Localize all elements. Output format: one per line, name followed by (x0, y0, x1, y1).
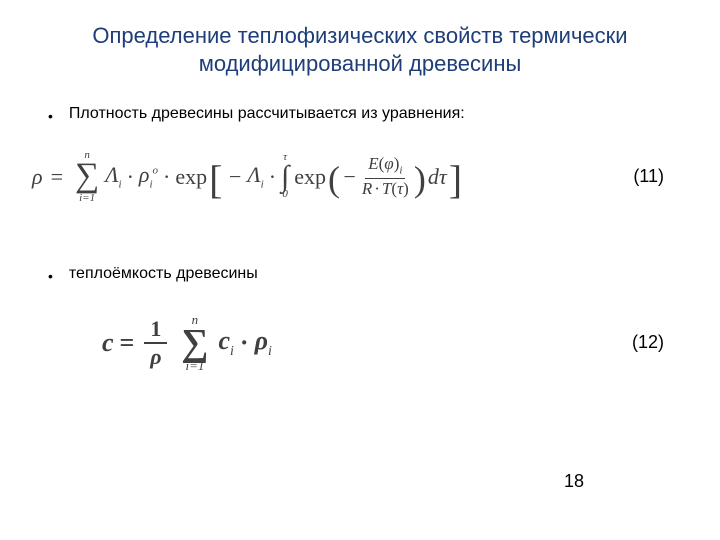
eq12-sum-bot: i=1 (185, 360, 204, 372)
eq12-sum: n ∑ i=1 (181, 314, 208, 372)
bullet-1: • Плотность древесины рассчитывается из … (0, 105, 720, 124)
eq11-dot-3: · (269, 164, 276, 190)
eq11-integral: τ ∫ 0 (281, 153, 289, 200)
eq12-rhoi: ρi (255, 326, 272, 360)
eq11-dtau: dτ (428, 164, 447, 190)
eq11-int-sym: ∫ (281, 163, 289, 190)
eq12-frac-den: ρ (150, 344, 161, 368)
bullet-text: Плотность древесины рассчитывается из ур… (69, 105, 465, 123)
slide-title: Определение теплофизических свойств терм… (0, 0, 720, 77)
eq11-sum: n ∑ i=1 (75, 150, 99, 203)
equation-11: ρ = n ∑ i=1 Λi · ρio · exp [ − Λi · τ ∫ … (32, 150, 462, 203)
equation-12-number: (12) (632, 332, 664, 353)
equation-11-number: (11) (633, 166, 664, 187)
equation-12: c = 1 ρ n ∑ i=1 ci · ρi (32, 314, 272, 372)
eq11-exp-1: exp (175, 164, 207, 190)
eq11-minus-1: − (227, 164, 242, 190)
eq12-sum-sym: ∑ (181, 326, 208, 360)
eq11-dot-1: · (127, 164, 134, 190)
eq11-A2: Λi (247, 162, 263, 190)
eq12-frac: 1 ρ (144, 318, 167, 368)
bullet-marker: • (48, 268, 53, 284)
equation-12-row: c = 1 ρ n ∑ i=1 ci · ρi (12) (0, 314, 720, 372)
bullet-2: • теплоёмкость древесины (0, 265, 720, 284)
eq11-sum-sym: ∑ (75, 160, 99, 192)
eq11-rhoi: ρio (139, 162, 158, 190)
eq11-exp-2: exp (294, 164, 326, 190)
equation-11-row: ρ = n ∑ i=1 Λi · ρio · exp [ − Λi · τ ∫ … (0, 150, 720, 203)
eq12-equals: = (120, 328, 135, 358)
eq12-dot: · (240, 328, 249, 358)
title-line-1: Определение теплофизических свойств терм… (0, 22, 720, 50)
eq11-A: Λi (105, 162, 121, 190)
eq11-sum-bot: i=1 (79, 193, 95, 203)
eq11-frac-den: R·T(τ) (362, 179, 409, 198)
eq11-frac-num: E(φ)i (365, 155, 405, 179)
eq12-ci: ci (218, 326, 233, 360)
eq11-equals: = (51, 164, 63, 190)
eq11-frac: E(φ)i R·T(τ) (362, 155, 409, 198)
eq11-int-bot: 0 (282, 190, 288, 200)
slide: Определение теплофизических свойств терм… (0, 0, 720, 540)
eq12-frac-num: 1 (144, 318, 167, 344)
page-number: 18 (564, 471, 584, 492)
eq12-c: c (102, 328, 114, 358)
eq11-rho: ρ (32, 164, 43, 190)
bullet-text: теплоёмкость древесины (69, 265, 258, 283)
title-line-2: модифицированной древесины (0, 50, 720, 78)
eq11-dot-2: · (163, 164, 170, 190)
eq11-minus-2: − (342, 164, 357, 190)
bullet-marker: • (48, 108, 53, 124)
